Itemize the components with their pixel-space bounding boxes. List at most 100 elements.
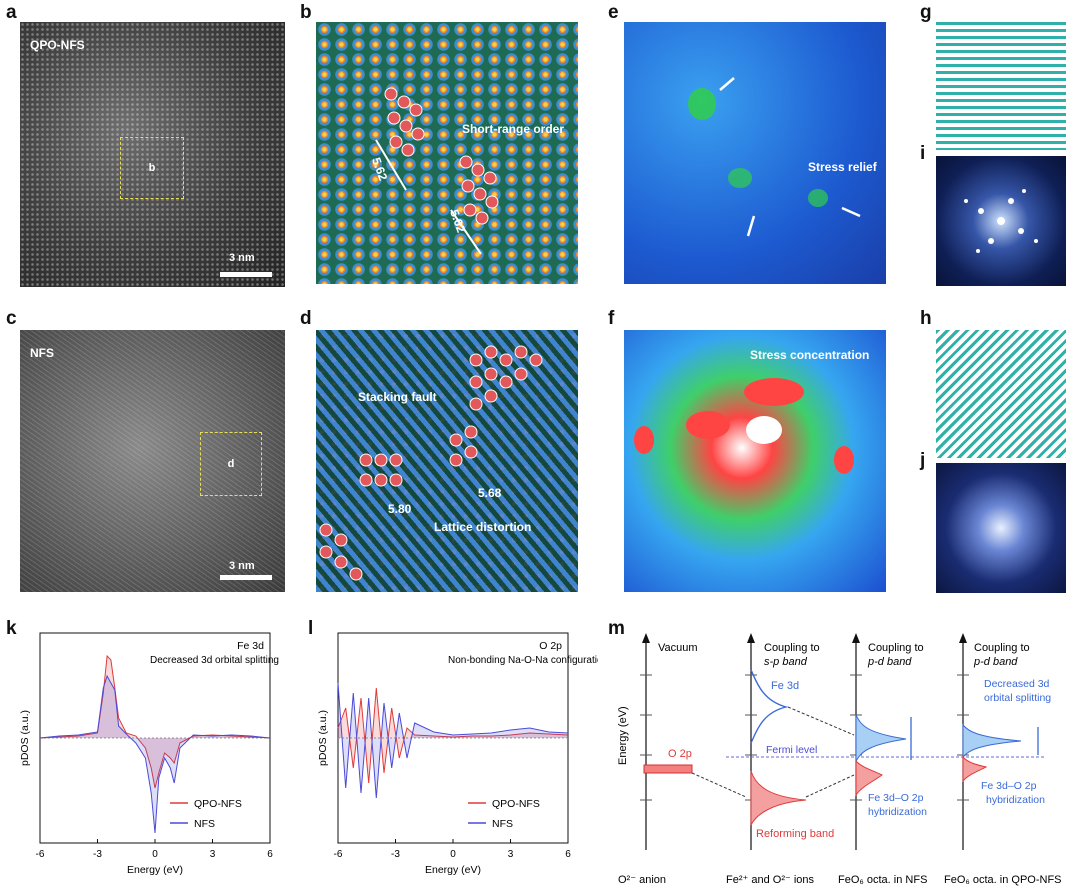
series-fill-QPO-NFS [338, 688, 568, 783]
legend-label: NFS [194, 818, 215, 830]
reforming-band-label: Reforming band [756, 828, 834, 840]
fe3d-peak [750, 669, 789, 744]
stress-relief-label: Stress relief [808, 160, 877, 174]
x-tick-label: 0 [152, 849, 158, 860]
chart-annotation: Non-bonding Na-O-Na configuration [448, 655, 598, 666]
scale-bar-label: 3 nm [229, 252, 255, 264]
tem-image-qpo-nfs: QPO-NFS b 3 nm [20, 22, 285, 287]
hybrid-label-1: Fe 3d–O 2p [868, 792, 924, 804]
fft-image-nfs [936, 463, 1066, 593]
image-label: NFS [30, 346, 54, 360]
column-footer-1: O²⁻ anion [618, 874, 666, 886]
legend-label: NFS [492, 818, 513, 830]
tem-image-nfs: NFS d 3 nm [20, 330, 285, 592]
o2p-label: O 2p [668, 748, 692, 760]
column-header-3a: Coupling to [868, 642, 924, 654]
atom-overlay [319, 345, 543, 581]
panel-letter-e: e [608, 2, 619, 23]
column-header-2b: s-p band [764, 656, 808, 668]
column-footer-3: FeO₆ octa. in NFS [838, 874, 927, 886]
y-axis-label: pDOS (a.u.) [19, 710, 31, 766]
fe3d-band-qpo [962, 723, 1022, 759]
column-footer-2: Fe²⁺ and O²⁻ ions [726, 874, 815, 886]
short-range-order-label: Short-range order [462, 122, 565, 136]
fe3d-band-nfs [855, 714, 907, 763]
fe3d-label: Fe 3d [771, 680, 799, 692]
lattice-distortion-label: Lattice distortion [434, 520, 532, 534]
image-label: QPO-NFS [30, 38, 85, 52]
hybrid-band-nfs [855, 759, 883, 797]
series-line-NFS [337, 682, 569, 799]
legend-label: QPO-NFS [492, 798, 540, 810]
fermi-level-label: Fermi level [766, 744, 817, 756]
fringe-image-nfs [936, 330, 1066, 458]
series-line-NFS [39, 674, 271, 834]
decreased-label-2: orbital splitting [984, 692, 1051, 704]
stacking-fault-label: Stacking fault [358, 390, 437, 404]
hybrid-label-2: hybridization [868, 806, 927, 818]
scale-bar-label: 3 nm [229, 560, 255, 572]
x-axis-label: Energy (eV) [127, 864, 183, 876]
panel-letter-g: g [920, 2, 932, 23]
spacing-label-2: 5.68 [478, 486, 502, 500]
hybrid-label-qpo-1: Fe 3d–O 2p [981, 780, 1037, 792]
panel-letter-b: b [300, 2, 312, 23]
hybrid-label-qpo-2: hybridization [986, 794, 1045, 806]
reforming-band [750, 770, 807, 826]
chart-title: Fe 3d [237, 640, 264, 652]
fringe-image-qpo-nfs [936, 22, 1066, 150]
panel-letter-j: j [920, 450, 926, 471]
x-tick-label: 3 [210, 849, 216, 860]
panel-letter-h: h [920, 308, 932, 329]
panel-letter-l: l [308, 618, 314, 639]
zoom-region-box: b [120, 137, 184, 199]
pdos-chart-fe3d: -6 -3 0 3 6 Energy (eV) pDOS (a.u.) Fe 3d Decrea… [19, 632, 279, 876]
column-footer-4: FeO₆ octa. in QPO-NFS [944, 874, 1062, 886]
strain-overlay [634, 378, 854, 474]
scale-bar [220, 272, 272, 277]
panel-letter-f: f [608, 308, 615, 329]
strain-map-nfs: Stress concentration [624, 330, 886, 592]
dashed-arrow-3 [787, 706, 855, 736]
dashed-arrow-1 [691, 772, 747, 798]
x-tick-label: 6 [565, 849, 571, 860]
zoom-region-label: d [227, 458, 235, 470]
atomic-image-qpo-nfs: Short-range order 5.62 5.62 [316, 22, 578, 284]
pdos-chart-o2p: -6 -3 0 3 6 Energy (eV) pDOS (a.u.) O 2p Non-bon… [317, 632, 598, 876]
x-tick-label: -3 [93, 849, 102, 860]
x-axis-label: Energy (eV) [425, 864, 481, 876]
column-header-4a: Coupling to [974, 642, 1030, 654]
series-fill-QPO-NFS [40, 656, 270, 788]
series-line-QPO-NFS [337, 687, 569, 784]
panel-letter-a: a [6, 2, 17, 23]
panel-letter-d: d [300, 308, 312, 329]
x-tick-label: 3 [508, 849, 514, 860]
atomic-image-nfs: Stacking fault Lattice distortion 5.80 5… [316, 330, 578, 592]
series-fill-NFS [338, 683, 568, 798]
series-fill-NFS [40, 676, 270, 833]
panel-letter-k: k [6, 618, 17, 639]
hybrid-band-qpo [962, 755, 988, 783]
x-tick-label: -6 [36, 849, 45, 860]
fft-spots [964, 189, 1038, 253]
column-header-4b: p-d band [973, 656, 1018, 668]
y-axis-label: pDOS (a.u.) [317, 710, 329, 766]
energy-level-diagram: Vacuum Coupling to s-p band Coupling to … [617, 633, 1062, 886]
x-tick-label: 0 [450, 849, 456, 860]
scale-bar [220, 575, 272, 580]
decreased-label-1: Decreased 3d [984, 678, 1050, 690]
column-header-3b: p-d band [867, 656, 912, 668]
strain-map-qpo-nfs: Stress relief [624, 22, 886, 284]
series-line-QPO-NFS [39, 654, 271, 789]
stress-concentration-label: Stress concentration [750, 348, 870, 362]
x-tick-label: 6 [267, 849, 273, 860]
fft-image-qpo-nfs [936, 156, 1066, 286]
atom-overlay [375, 87, 499, 255]
o2p-level [643, 764, 693, 774]
chart-annotation: Decreased 3d orbital splitting [150, 655, 279, 666]
column-header-2a: Coupling to [764, 642, 820, 654]
zoom-region-box: d [200, 432, 262, 496]
panel-letter-i: i [920, 143, 926, 164]
chart-title: O 2p [539, 640, 562, 652]
panel-letter-c: c [6, 308, 17, 329]
